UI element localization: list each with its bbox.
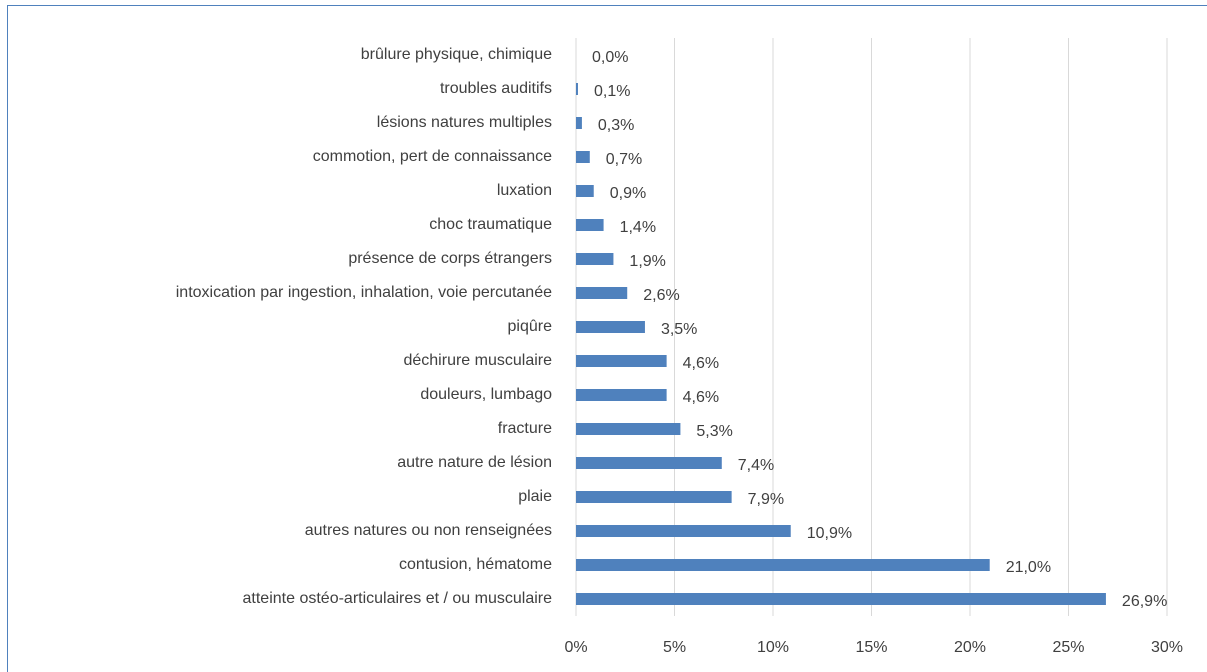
bar — [576, 151, 590, 163]
data-label: 21,0% — [1006, 559, 1051, 576]
data-label: 26,9% — [1122, 593, 1167, 610]
data-label: 10,9% — [807, 525, 852, 542]
bar — [576, 185, 594, 197]
bar — [576, 219, 604, 231]
bar — [576, 457, 722, 469]
bar — [576, 389, 667, 401]
x-tick-label: 20% — [954, 639, 986, 656]
bar — [576, 593, 1106, 605]
data-label: 4,6% — [683, 355, 719, 372]
y-tick-label: atteinte ostéo-articulaires et / ou musc… — [243, 590, 553, 607]
x-tick-label: 10% — [757, 639, 789, 656]
data-label: 4,6% — [683, 389, 719, 406]
y-tick-label: contusion, hématome — [399, 556, 552, 573]
data-label: 0,1% — [594, 83, 630, 100]
y-tick-label: fracture — [498, 420, 552, 437]
x-tick-label: 25% — [1052, 639, 1084, 656]
y-tick-label: troubles auditifs — [440, 80, 552, 97]
bar — [576, 83, 578, 95]
y-tick-label: autre nature de lésion — [397, 454, 552, 471]
y-tick-label: plaie — [518, 488, 552, 505]
data-label: 1,4% — [620, 219, 656, 236]
data-label: 0,3% — [598, 117, 634, 134]
y-tick-label: brûlure physique, chimique — [361, 46, 552, 63]
data-label: 1,9% — [629, 253, 665, 270]
y-tick-label: lésions natures multiples — [377, 114, 552, 131]
x-tick-label: 0% — [564, 639, 587, 656]
y-tick-label: autres natures ou non renseignées — [305, 522, 552, 539]
y-tick-label: piqûre — [508, 318, 553, 335]
y-tick-label: choc traumatique — [429, 216, 552, 233]
x-tick-label: 5% — [663, 639, 686, 656]
bar — [576, 117, 582, 129]
data-label: 0,9% — [610, 185, 646, 202]
x-tick-label: 30% — [1151, 639, 1183, 656]
bar — [576, 423, 681, 435]
y-tick-label: présence de corps étrangers — [348, 250, 552, 267]
bar — [576, 287, 628, 299]
bar — [576, 559, 990, 571]
bar — [576, 525, 791, 537]
y-tick-label: commotion, pert de connaissance — [313, 148, 552, 165]
bar — [576, 253, 614, 265]
bar — [576, 321, 645, 333]
y-tick-label: douleurs, lumbago — [420, 386, 552, 403]
data-label: 2,6% — [643, 287, 679, 304]
data-label: 0,7% — [606, 151, 642, 168]
bar — [576, 491, 732, 503]
y-tick-label: luxation — [497, 182, 552, 199]
data-label: 0,0% — [592, 49, 628, 66]
data-label: 3,5% — [661, 321, 697, 338]
data-label: 7,4% — [738, 457, 774, 474]
x-tick-label: 15% — [855, 639, 887, 656]
y-tick-label: intoxication par ingestion, inhalation, … — [176, 284, 552, 301]
data-label: 7,9% — [748, 491, 784, 508]
y-tick-label: déchirure musculaire — [403, 352, 552, 369]
bar — [576, 355, 667, 367]
data-label: 5,3% — [696, 423, 732, 440]
